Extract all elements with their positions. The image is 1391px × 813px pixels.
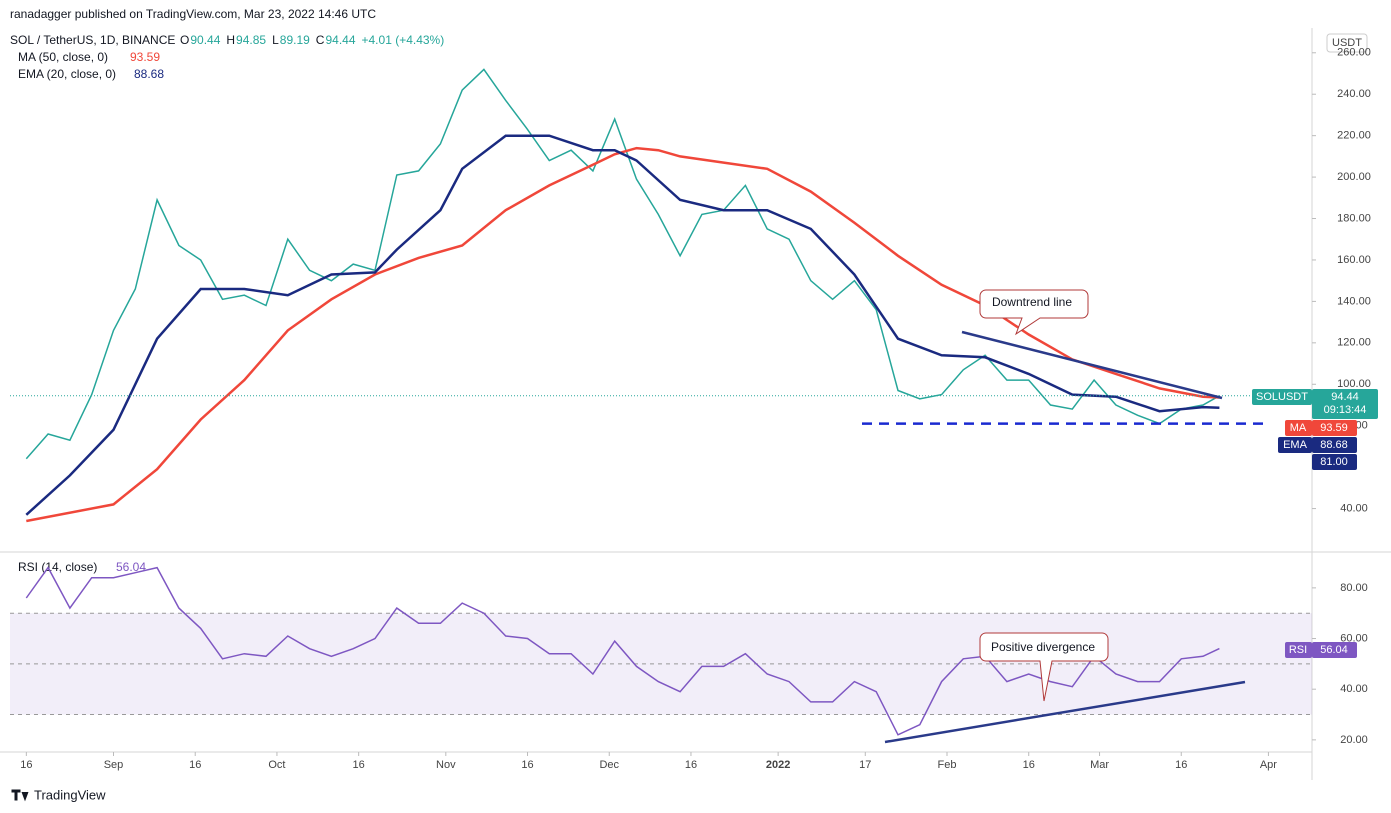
x-tick-label: Mar: [1090, 759, 1109, 771]
y-tick-label: 260.00: [1337, 47, 1371, 59]
y-tick-label: 160.00: [1337, 254, 1371, 266]
ema-legend: EMA (20, close, 0): [18, 67, 116, 81]
y-tick-label: 60.00: [1340, 632, 1368, 644]
x-tick-label: 16: [685, 759, 697, 771]
annotation: Positive divergence: [991, 640, 1095, 654]
y-tick-label: 40.00: [1340, 683, 1368, 695]
logo: [11, 789, 29, 802]
ma-legend-value: 93.59: [130, 50, 160, 64]
rsi-value: 56.04: [1320, 644, 1348, 656]
series-line: [25, 134, 1220, 516]
x-tick-label: Dec: [599, 759, 619, 771]
ohlc-key: L: [272, 33, 279, 47]
ema-value-box: [1312, 437, 1357, 453]
ma-tag: MA: [1290, 422, 1307, 434]
ohlc-value: 90.44: [190, 33, 220, 47]
y-tick-label: 120.00: [1337, 337, 1371, 349]
y-tick-label: 180.00: [1337, 212, 1371, 224]
y-tick-label: 40.00: [1340, 502, 1368, 514]
rsi-tag: RSI: [1289, 644, 1307, 656]
ma-value-box: [1312, 420, 1357, 436]
last-price-box: [1312, 389, 1378, 419]
downtrend-line: [961, 330, 1223, 400]
ohlc-key: H: [226, 33, 235, 47]
y-tick-label: 100.00: [1337, 378, 1371, 390]
change: +4.01 (+4.43%): [362, 33, 445, 47]
y-tick-label: 200.00: [1337, 171, 1371, 183]
footer: TradingView: [34, 787, 106, 802]
callout: [979, 632, 1109, 702]
x-tick-label: 16: [1175, 759, 1187, 771]
currency-button[interactable]: [1326, 33, 1368, 53]
rsi-value-box: [1312, 642, 1357, 658]
ema-tag: EMA: [1283, 439, 1308, 451]
rsi-trend-line: [884, 680, 1246, 744]
ma-legend: MA (50, close, 0): [18, 50, 108, 64]
x-tick-label: Oct: [268, 759, 285, 771]
y-tick-label: 240.00: [1337, 88, 1371, 100]
x-tick-label: 2022: [766, 759, 790, 771]
y-tick-label: 140.00: [1337, 295, 1371, 307]
ohlc-value: 89.19: [280, 33, 310, 47]
ema-legend-value: 88.68: [134, 67, 164, 81]
x-tick-label: Feb: [938, 759, 957, 771]
ticker-box: [1252, 389, 1312, 405]
ohlc-value: 94.44: [325, 33, 355, 47]
series-line: [25, 566, 1220, 736]
y-tick-label: 80.00: [1340, 582, 1368, 594]
symbol: SOL / TetherUS, 1D, BINANCE: [10, 33, 175, 47]
ema-tag-box: [1278, 437, 1312, 453]
ticker: SOLUSDT: [1256, 391, 1308, 403]
ohlc-value: 94.85: [236, 33, 266, 47]
rsi-legend: RSI (14, close): [18, 560, 97, 574]
ma-value: 93.59: [1320, 422, 1348, 434]
last-price: 94.44: [1331, 391, 1359, 403]
callout: [979, 289, 1089, 336]
countdown: 09:13:44: [1324, 404, 1367, 416]
x-tick-label: Apr: [1260, 759, 1277, 771]
x-tick-label: Sep: [104, 759, 124, 771]
published: ranadagger published on TradingView.com,…: [10, 7, 376, 21]
x-tick-label: Nov: [436, 759, 456, 771]
support-value: 81.00: [1320, 456, 1348, 468]
currency: USDT: [1332, 37, 1362, 49]
rsi-tag-box: [1285, 642, 1312, 658]
y-tick-label: 20.00: [1340, 734, 1368, 746]
x-tick-label: 16: [353, 759, 365, 771]
x-tick-label: 16: [189, 759, 201, 771]
x-tick-label: 16: [20, 759, 32, 771]
annotation: Downtrend line: [992, 295, 1072, 309]
series-line: [25, 68, 1220, 460]
ohlc-key: O: [180, 33, 189, 47]
rsi-legend-value: 56.04: [116, 560, 146, 574]
x-tick-label: 16: [1023, 759, 1035, 771]
support-box: [1312, 454, 1357, 470]
y-tick-label: 220.00: [1337, 130, 1371, 142]
x-tick-label: 17: [859, 759, 871, 771]
ohlc-key: C: [316, 33, 325, 47]
ema-value: 88.68: [1320, 439, 1348, 451]
x-tick-label: 16: [521, 759, 533, 771]
series-line: [26, 146, 1220, 523]
ma-tag-box: [1285, 420, 1312, 436]
